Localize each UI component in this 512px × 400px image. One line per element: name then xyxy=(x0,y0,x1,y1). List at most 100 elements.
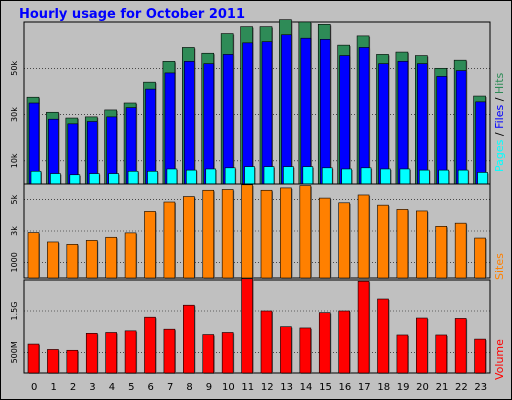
volume-bar xyxy=(396,334,409,374)
sites-bar xyxy=(416,210,428,279)
sites-bar xyxy=(27,232,40,279)
x-tick-label: 7 xyxy=(167,382,173,393)
pages-bar xyxy=(88,173,100,185)
volume-bar xyxy=(85,333,98,374)
volume-bar xyxy=(474,338,486,374)
volume-bar xyxy=(454,318,467,374)
x-tick-label: 3 xyxy=(89,382,95,393)
hour-tick-labels: 0 1 2 3 4 5 6 7 8 9 10 11 12 13 14 15 16 17 18 19 20 21 22 23 xyxy=(31,382,487,393)
x-tick-label: 22 xyxy=(455,382,468,393)
sites-bar xyxy=(163,201,176,279)
files-label-part: Files xyxy=(493,105,506,129)
sites-bar xyxy=(338,202,350,279)
sites-bar xyxy=(396,209,409,279)
sites-bar xyxy=(377,204,389,279)
y-tick-label: 10k xyxy=(10,153,19,168)
pages-label-part: Pages xyxy=(493,139,506,172)
files-bar xyxy=(242,42,253,185)
files-bar xyxy=(455,70,467,185)
pages-files-hits-axis-label: Pages / Files / Hits xyxy=(493,72,506,172)
x-tick-label: 15 xyxy=(319,382,332,393)
files-bar xyxy=(358,47,370,185)
x-tick-label: 12 xyxy=(261,382,274,393)
sites-bar xyxy=(318,197,331,279)
sites-bar xyxy=(105,236,117,279)
files-bar xyxy=(300,37,312,185)
pages-bar xyxy=(30,170,42,185)
volume-bar xyxy=(260,310,273,374)
sites-bar xyxy=(474,237,486,279)
pages-bar xyxy=(166,168,178,185)
hits-label-part: Hits xyxy=(493,72,506,94)
volume-bar xyxy=(299,327,312,374)
files-bar xyxy=(417,63,428,185)
files-bar xyxy=(222,54,234,185)
sites-bar xyxy=(454,222,467,279)
pages-bar xyxy=(302,166,314,185)
files-bar xyxy=(378,63,389,185)
sites-bar xyxy=(202,189,215,279)
pages-bar xyxy=(399,168,411,185)
x-tick-label: 17 xyxy=(358,382,371,393)
pages-bar xyxy=(69,174,81,185)
chart-title: Hourly usage for October 2011 xyxy=(19,7,245,22)
pages-bar xyxy=(477,172,488,185)
pages-bar xyxy=(360,167,372,185)
volume-bar xyxy=(66,349,79,374)
pages-bar xyxy=(419,169,430,185)
x-tick-label: 14 xyxy=(300,382,313,393)
pages-bar xyxy=(127,170,139,185)
x-tick-label: 8 xyxy=(186,382,192,393)
pages-bar xyxy=(244,166,255,185)
volume-bar xyxy=(47,349,59,374)
volume-bar xyxy=(124,330,137,374)
sites-bar xyxy=(260,189,273,279)
pages-bar xyxy=(380,168,391,185)
pages-bar xyxy=(224,167,236,185)
pages-bar xyxy=(263,166,275,185)
volume-axis-label: Volume xyxy=(493,339,506,380)
x-tick-label: 21 xyxy=(436,382,449,393)
sites-bar xyxy=(183,196,195,279)
x-tick-label: 9 xyxy=(206,382,212,393)
volume-bar xyxy=(357,280,370,374)
volume-bar xyxy=(241,278,253,374)
sites-bar xyxy=(280,187,292,279)
x-tick-label: 1 xyxy=(50,382,56,393)
sites-bar xyxy=(435,226,448,279)
y-tick-label: 50k xyxy=(10,61,19,76)
sites-bar xyxy=(357,194,370,279)
x-tick-label: 19 xyxy=(397,382,410,393)
x-tick-label: 20 xyxy=(416,382,429,393)
files-bar xyxy=(203,63,215,185)
volume-bar xyxy=(318,312,331,374)
x-tick-label: 0 xyxy=(31,382,37,393)
y-tick-label: 1000 xyxy=(10,252,19,272)
files-bar xyxy=(397,61,409,185)
sites-bar xyxy=(66,244,79,279)
sites-bar xyxy=(241,184,253,279)
volume-bar xyxy=(377,298,389,374)
volume-bar xyxy=(202,334,215,374)
sites-bar xyxy=(299,185,312,279)
plot-area xyxy=(23,279,491,374)
volume-bar xyxy=(163,328,176,374)
sites-bar xyxy=(47,241,59,279)
files-bar xyxy=(281,34,292,185)
y-tick-label: 30k xyxy=(10,107,19,122)
files-bar xyxy=(164,72,176,185)
x-tick-label: 23 xyxy=(474,382,487,393)
pages-bar xyxy=(205,168,217,185)
sites-bar xyxy=(124,232,137,279)
y-tick-label: 1.5G xyxy=(10,302,19,321)
x-tick-label: 11 xyxy=(241,382,254,393)
y-tick-label: 5k xyxy=(10,194,19,204)
x-tick-label: 5 xyxy=(128,382,134,393)
x-tick-label: 10 xyxy=(222,382,235,393)
label-separator: / xyxy=(493,94,506,105)
volume-bar xyxy=(280,326,292,374)
hits-files-pages-panel: 10k 30k 50k xyxy=(10,19,491,186)
volume-bar xyxy=(416,317,428,374)
sites-bar xyxy=(85,240,98,279)
